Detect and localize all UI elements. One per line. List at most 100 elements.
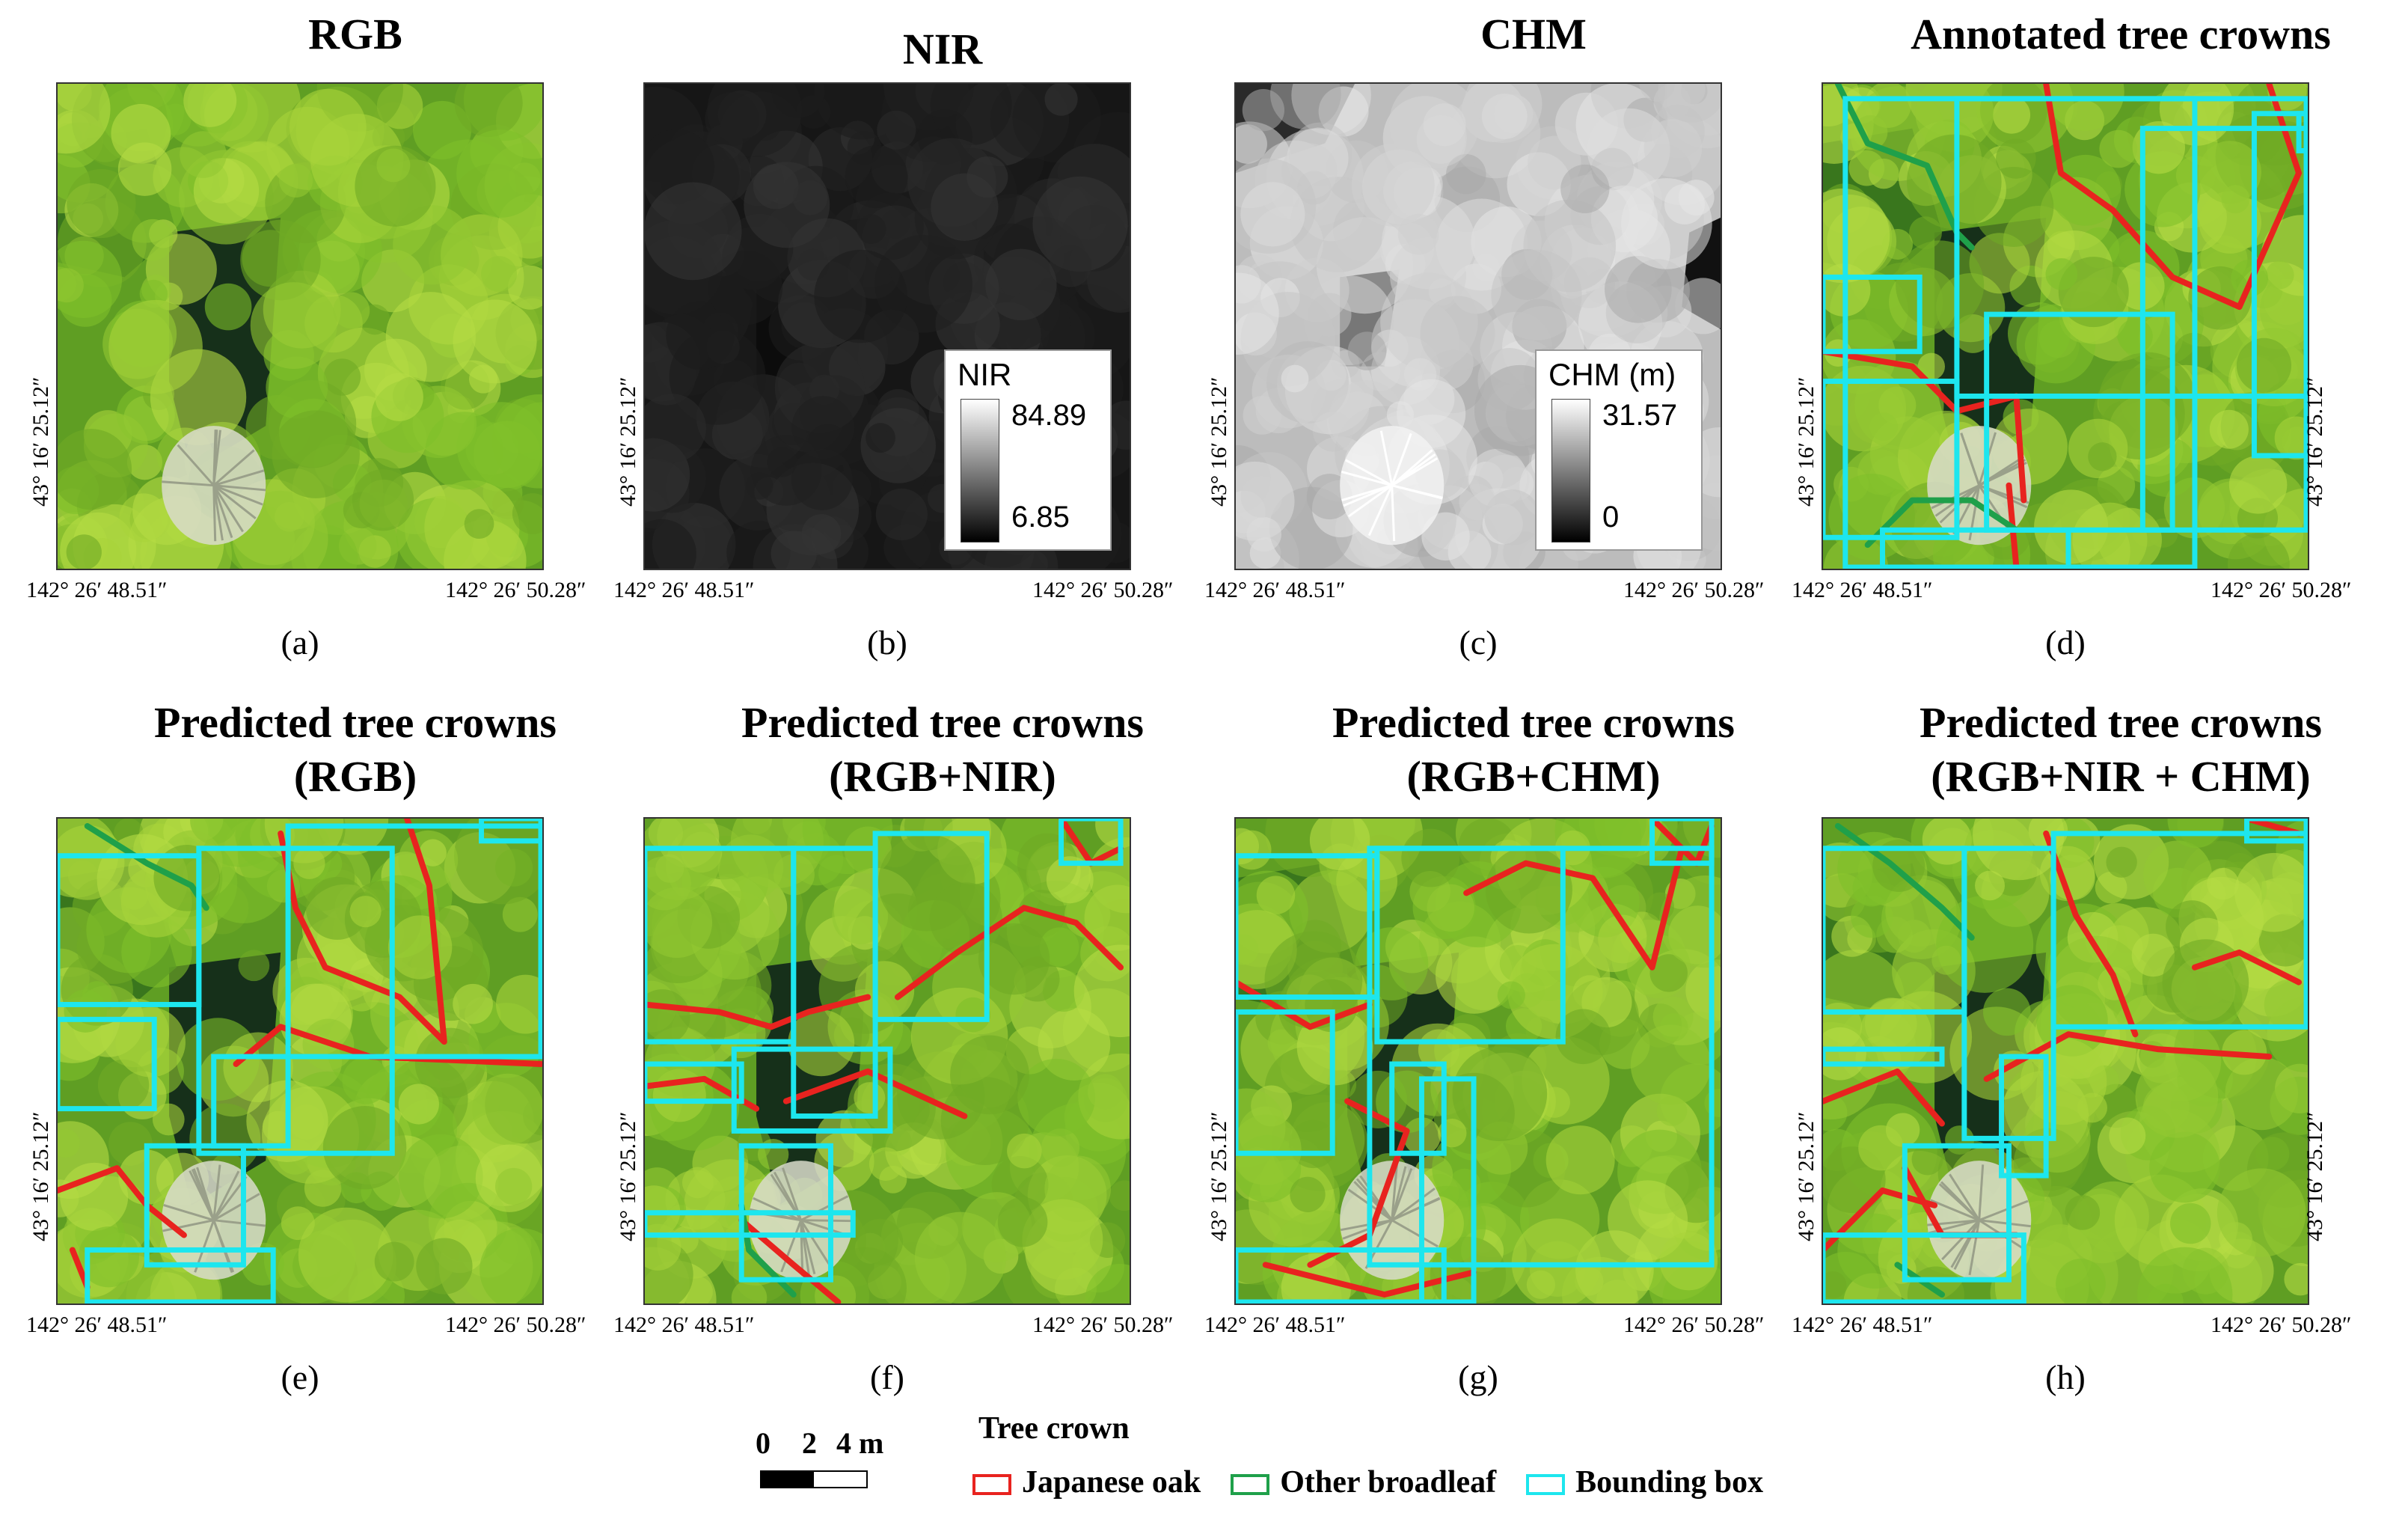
legend-swatch (1231, 1474, 1270, 1496)
longitude-label-left: 142° 26′ 48.51″ (26, 578, 168, 602)
colorbar-title: NIR (958, 357, 1012, 392)
colorbar-legend: NIR 84.89 6.85 (944, 349, 1112, 551)
longitude-label-right: 142° 26′ 50.28″ (1623, 578, 1765, 602)
longitude-label-right: 142° 26′ 50.28″ (2211, 1312, 2352, 1337)
bounding-box (1999, 1054, 2049, 1179)
imagery-rgb (645, 819, 1130, 1304)
colorbar-title: CHM (m) (1548, 357, 1676, 392)
panel-title-line-1: CHM (1480, 10, 1587, 58)
colorbar-ramp (961, 399, 999, 543)
panel-caption: (h) (2045, 1358, 2086, 1396)
bounding-box (2244, 819, 2308, 844)
bounding-box (479, 819, 542, 844)
panel-title: Predicted tree crowns (RGB+NIR) (643, 696, 1242, 804)
tree-crown-legend: Tree crown Japanese oak Other broadleaf Bo… (972, 1411, 1945, 1508)
panel-image (643, 817, 1131, 1305)
broadleaf-crown-outline (1864, 497, 2020, 548)
longitude-label-right: 142° 26′ 50.28″ (1032, 1312, 1174, 1337)
panel-title-line-2: (RGB+NIR + CHM) (1931, 752, 2311, 801)
scale-label-0: 0 (756, 1426, 771, 1460)
oak-crown-outline (2043, 830, 2139, 1038)
bounding-box (1823, 1046, 1945, 1067)
imagery-rgb (1823, 819, 2308, 1304)
longitude-label-right: 142° 26′ 50.28″ (1032, 578, 1174, 602)
panel-title: Annotated tree crowns (1822, 7, 2408, 61)
legend-item: Other broadleaf (1231, 1465, 1496, 1500)
imagery-rgb (1236, 819, 1721, 1304)
bounding-box (2050, 831, 2308, 1030)
panel-title-line-1: Predicted tree crowns (741, 698, 1144, 747)
longitude-label-right: 142° 26′ 50.28″ (445, 1312, 586, 1337)
panel-image (56, 817, 544, 1305)
panel-caption: (g) (1458, 1358, 1498, 1396)
oak-crown-outline (1823, 1068, 1945, 1127)
scale-segment-white (812, 1470, 868, 1488)
panel-caption: (c) (1459, 623, 1498, 661)
oak-crown-outline (1823, 1187, 1938, 1253)
panel-title-line-1: NIR (902, 25, 983, 73)
latitude-label-left: 43° 16′ 25.12″ (1794, 1111, 1819, 1241)
panel-title-line-1: RGB (308, 10, 402, 58)
latitude-label-right: 43° 16′ 25.12″ (2303, 1111, 2327, 1241)
latitude-label-left: 43° 16′ 25.12″ (1207, 376, 1231, 507)
panel-title: Predicted tree crowns (RGB+NIR + CHM) (1822, 696, 2408, 804)
bounding-box (285, 823, 542, 1060)
bounding-box (872, 831, 990, 1022)
legend-title: Tree crown (978, 1411, 1130, 1446)
bounding-box (1236, 1247, 1447, 1304)
longitude-label-right: 142° 26′ 50.28″ (2211, 578, 2352, 602)
longitude-label-left: 142° 26′ 48.51″ (1792, 1312, 1933, 1337)
colorbar-ramp (1551, 399, 1590, 543)
panel-title-line-2: (RGB+CHM) (1406, 752, 1661, 801)
oak-crown-outline (2043, 84, 2303, 311)
panel-title: Predicted tree crowns (RGB) (56, 696, 655, 804)
longitude-label-left: 142° 26′ 48.51″ (613, 1312, 755, 1337)
panel-h: Predicted tree crowns (RGB+NIR + CHM) 43° … (1792, 696, 2408, 1396)
panel-b: NIR NIR 84.89 6.85 43° 16′ 25.12″ 142° 26′ 48… (613, 7, 1242, 681)
panel-title-line-2: (RGB+NIR) (829, 752, 1056, 801)
panel-caption: (f) (870, 1358, 904, 1396)
legend-label: Bounding box (1575, 1465, 1764, 1500)
panel-caption: (e) (281, 1358, 319, 1396)
panel-title-line-1: Predicted tree crowns (154, 698, 557, 747)
panel-image (56, 82, 544, 570)
legend-swatch (1526, 1474, 1566, 1496)
panel-c: CHM CHM (m) 31.57 0 43° 16′ 25.12″ 142° 26′ 4… (1204, 7, 1833, 681)
bounding-box (58, 1016, 157, 1112)
bounding-box (1367, 846, 1715, 1268)
imagery-rgb (58, 84, 542, 569)
bounding-box (1902, 1143, 2012, 1283)
latitude-label-left: 43° 16′ 25.12″ (1794, 376, 1819, 507)
longitude-label-left: 142° 26′ 48.51″ (1792, 578, 1933, 602)
colorbar-min: 0 (1602, 501, 1620, 534)
bounding-box (1649, 819, 1715, 867)
longitude-label-left: 142° 26′ 48.51″ (613, 578, 755, 602)
scale-label-4m: 4 m (836, 1426, 884, 1460)
colorbar-legend: CHM (m) 31.57 0 (1535, 349, 1703, 551)
latitude-label-left: 43° 16′ 25.12″ (1207, 1111, 1231, 1241)
bounding-box (85, 1247, 276, 1304)
panel-image (1234, 817, 1722, 1305)
oak-crown-outline (2191, 949, 2303, 985)
bounding-box (1389, 1061, 1447, 1156)
legend-label: Japanese oak (1022, 1465, 1201, 1500)
panel-image: CHM (m) 31.57 0 (1234, 82, 1722, 570)
scale-label-2: 2 (802, 1426, 817, 1460)
panel-title: Predicted tree crowns (RGB+CHM) (1234, 696, 1833, 804)
panel-image (1822, 82, 2309, 570)
bounding-box (1236, 1009, 1335, 1156)
oak-crown-outline (58, 1165, 187, 1238)
bounding-box (2251, 111, 2308, 459)
panel-caption: (b) (867, 623, 907, 661)
broadleaf-crown-outline (1834, 84, 1975, 251)
panel-caption: (a) (281, 623, 319, 661)
panel-title: CHM (1234, 7, 1833, 61)
scale-bar: 0 2 4 m (741, 1425, 890, 1500)
panel-g: Predicted tree crowns (RGB+CHM) 43° 16′ 25… (1204, 696, 1833, 1396)
oak-crown-outline (894, 905, 1124, 1000)
longitude-label-left: 142° 26′ 48.51″ (1204, 1312, 1346, 1337)
legend-item: Bounding box (1526, 1465, 1763, 1500)
legend-swatch (972, 1474, 1011, 1496)
legend-item: Japanese oak (972, 1465, 1201, 1500)
bounding-box (1418, 1076, 1477, 1304)
